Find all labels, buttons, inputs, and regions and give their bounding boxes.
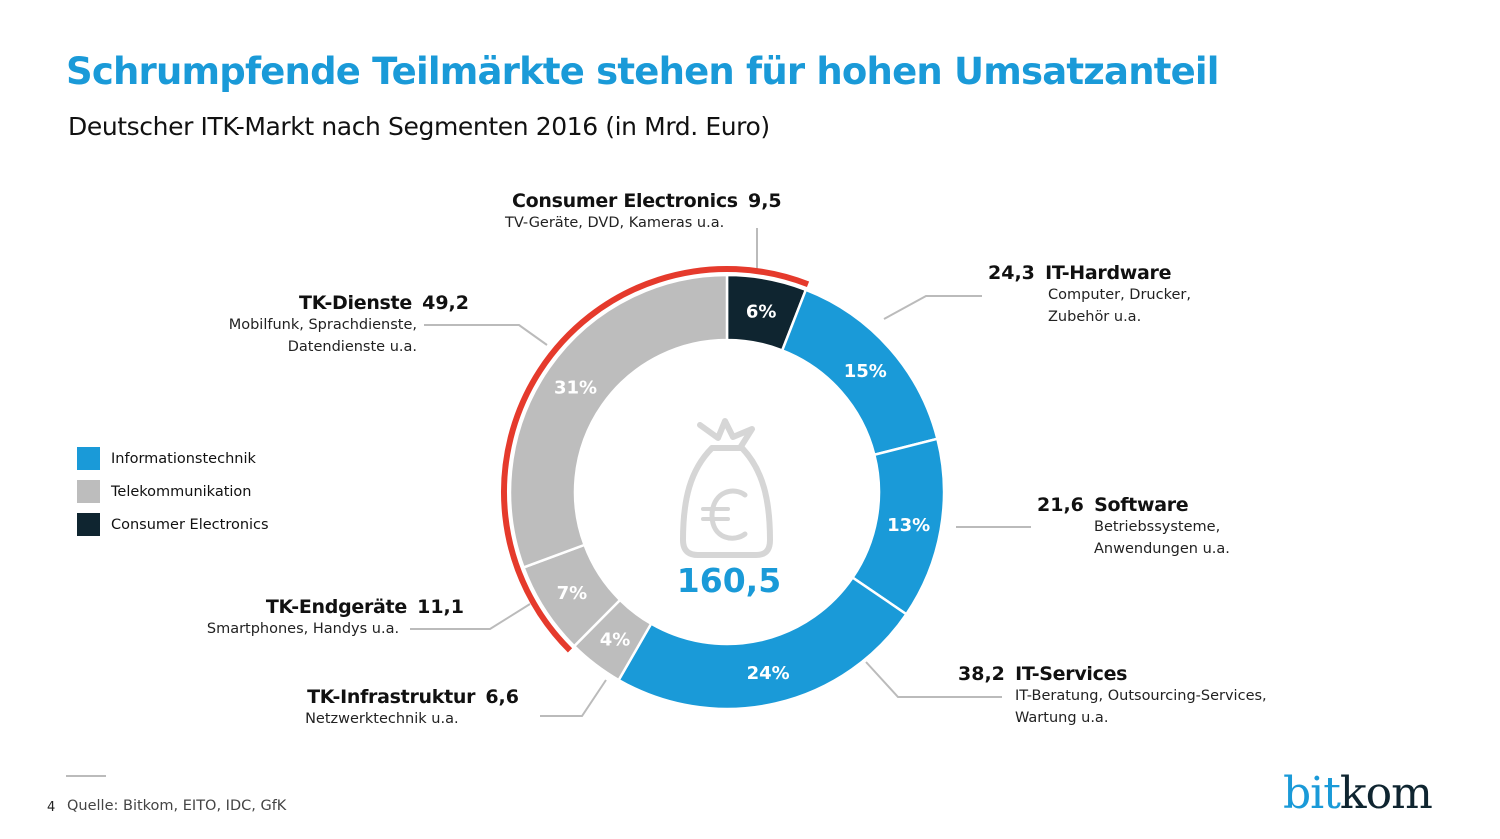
page-number: 4 xyxy=(47,800,56,815)
donut-segments xyxy=(508,273,946,711)
legend-label: Informationstechnik xyxy=(111,450,256,467)
bitkom-logo: bitkom xyxy=(1283,768,1433,819)
legend-item-telekommunikation: Telekommunikation xyxy=(77,475,269,508)
segment-value: 9,5 xyxy=(747,190,782,212)
money-bag-euro-icon xyxy=(680,418,773,558)
percent-label-it-services: 24% xyxy=(747,663,790,684)
leader-line-tk-dienste xyxy=(424,324,548,346)
segment-value: 38,2 xyxy=(958,663,1005,685)
legend-label: Consumer Electronics xyxy=(111,516,269,533)
percent-label-it-hardware: 15% xyxy=(844,361,887,382)
legend-swatch xyxy=(77,447,100,470)
segment-value: 11,1 xyxy=(417,596,464,618)
label-tk-infrastruktur: TK-Infrastruktur 6,6 Netzwerktechnik u.a… xyxy=(305,686,519,730)
total-value: 160,5 xyxy=(677,561,781,600)
page-subtitle: Deutscher ITK-Markt nach Segmenten 2016 … xyxy=(68,112,770,141)
label-consumer-electronics: Consumer Electronics 9,5 TV-Geräte, DVD,… xyxy=(505,190,782,234)
segment-name: TK-Infrastruktur xyxy=(307,686,476,708)
segment-name: IT-Services xyxy=(1015,663,1128,685)
segment-description: Smartphones, Handys u.a. xyxy=(206,621,400,637)
segment-name: IT-Hardware xyxy=(1045,262,1172,284)
highlight-arc-group xyxy=(501,266,810,653)
label-it-services: 38,2 IT-Services IT-Beratung, Outsourcin… xyxy=(958,663,1267,729)
percent-label-tk-dienste: 31% xyxy=(554,378,597,399)
segment-value: 24,3 xyxy=(988,262,1035,284)
segment-description: Netzwerktechnik u.a. xyxy=(305,711,459,727)
segment-description: Mobilfunk, Sprachdienste, Datendienste u… xyxy=(228,317,417,355)
segment-value: 49,2 xyxy=(422,292,469,314)
label-software: 21,6 Software Betriebssysteme, Anwendung… xyxy=(1037,494,1230,560)
footer-divider xyxy=(66,775,106,777)
legend-label: Telekommunikation xyxy=(111,483,252,500)
legend-swatch xyxy=(77,513,100,536)
page-title: Schrumpfende Teilmärkte stehen für hohen… xyxy=(66,50,1219,93)
segment-tk-dienste xyxy=(508,273,729,570)
percent-label-tk-endgeraete: 7% xyxy=(557,583,588,604)
segment-name: Software xyxy=(1094,494,1189,516)
segment-description: Computer, Drucker, Zubehör u.a. xyxy=(1048,287,1191,325)
label-tk-endgeraete: TK-Endgeräte 11,1 Smartphones, Handys u.… xyxy=(207,596,464,640)
segment-name: TK-Dienste xyxy=(299,292,412,314)
highlight-arc-shrinking-markets xyxy=(501,266,810,653)
legend: Informationstechnik Telekommunikation Co… xyxy=(77,442,269,541)
segment-value: 21,6 xyxy=(1037,494,1084,516)
percent-labels: 6% 15% 13% 24% 4% 7% 31% xyxy=(554,302,930,684)
percent-label-tk-infrastruktur: 4% xyxy=(600,630,631,651)
label-it-hardware: 24,3 IT-Hardware Computer, Drucker, Zube… xyxy=(988,262,1191,328)
segment-name: TK-Endgeräte xyxy=(265,596,407,618)
segment-description: IT-Beratung, Outsourcing-Services, Wartu… xyxy=(1015,688,1267,726)
leader-line-tk-endgeraete xyxy=(410,603,531,630)
legend-item-informationstechnik: Informationstechnik xyxy=(77,442,269,475)
segment-description: TV-Geräte, DVD, Kameras u.a. xyxy=(505,215,725,231)
source-note: Quelle: Bitkom, EITO, IDC, GfK xyxy=(67,798,287,814)
leader-line-it-services xyxy=(865,661,1002,698)
leader-line-it-hardware xyxy=(883,295,982,320)
leader-line-tk-infrastruktur xyxy=(540,679,607,717)
segment-name: Consumer Electronics xyxy=(512,190,738,212)
segment-description: Betriebssysteme, Anwendungen u.a. xyxy=(1094,519,1230,557)
segment-value: 6,6 xyxy=(485,686,519,708)
percent-label-software: 13% xyxy=(887,515,930,536)
label-tk-dienste: TK-Dienste 49,2 Mobilfunk, Sprachdienste… xyxy=(229,292,469,358)
legend-swatch xyxy=(77,480,100,503)
percent-label-consumer-electronics: 6% xyxy=(746,302,777,323)
leader-lines xyxy=(410,228,1031,717)
legend-item-consumer-electronics: Consumer Electronics xyxy=(77,508,269,541)
